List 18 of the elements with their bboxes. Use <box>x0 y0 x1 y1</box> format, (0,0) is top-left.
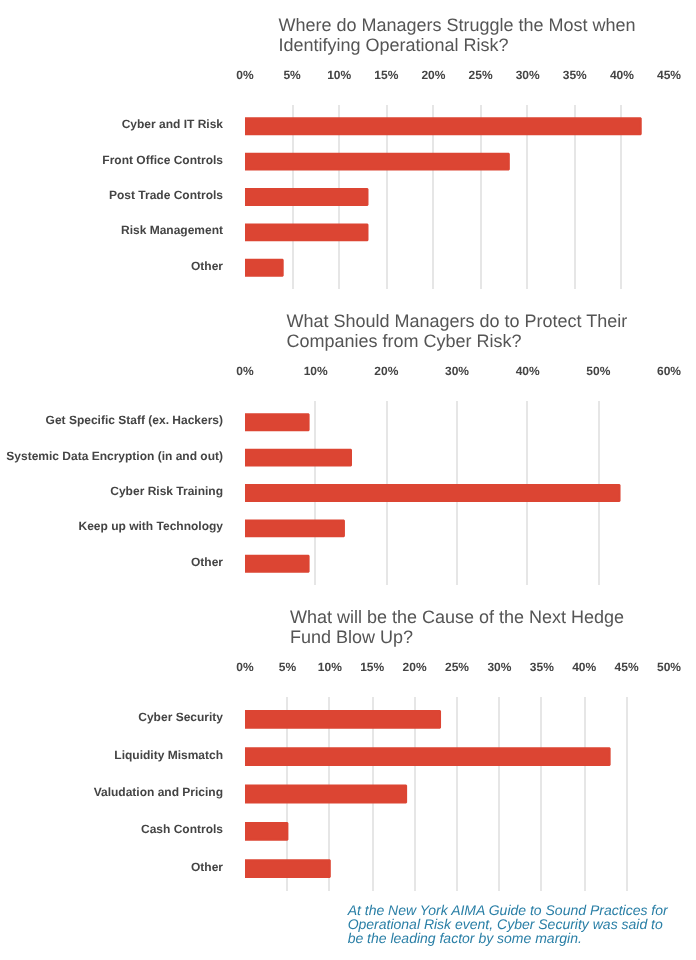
chart-title: What will be the Cause of the Next Hedge Fund Blow Up? <box>289 607 625 647</box>
bar <box>245 859 331 879</box>
chart-title: Where do Managers Struggle the Most when Identifying Operational Risk? <box>278 15 636 55</box>
bar <box>245 709 442 729</box>
bar <box>245 223 369 242</box>
bar <box>245 554 310 573</box>
bar <box>245 821 289 841</box>
bar <box>245 484 621 502</box>
bar <box>245 784 408 804</box>
bar <box>245 413 310 432</box>
bar <box>245 258 284 277</box>
bar <box>245 448 352 467</box>
bar <box>245 117 642 136</box>
bar <box>245 152 510 171</box>
chart-title: What Should Managers do to Protect Their Companies from Cyber Risk? <box>286 311 628 351</box>
bar <box>245 747 611 767</box>
bar <box>245 188 369 206</box>
bar <box>245 519 345 538</box>
